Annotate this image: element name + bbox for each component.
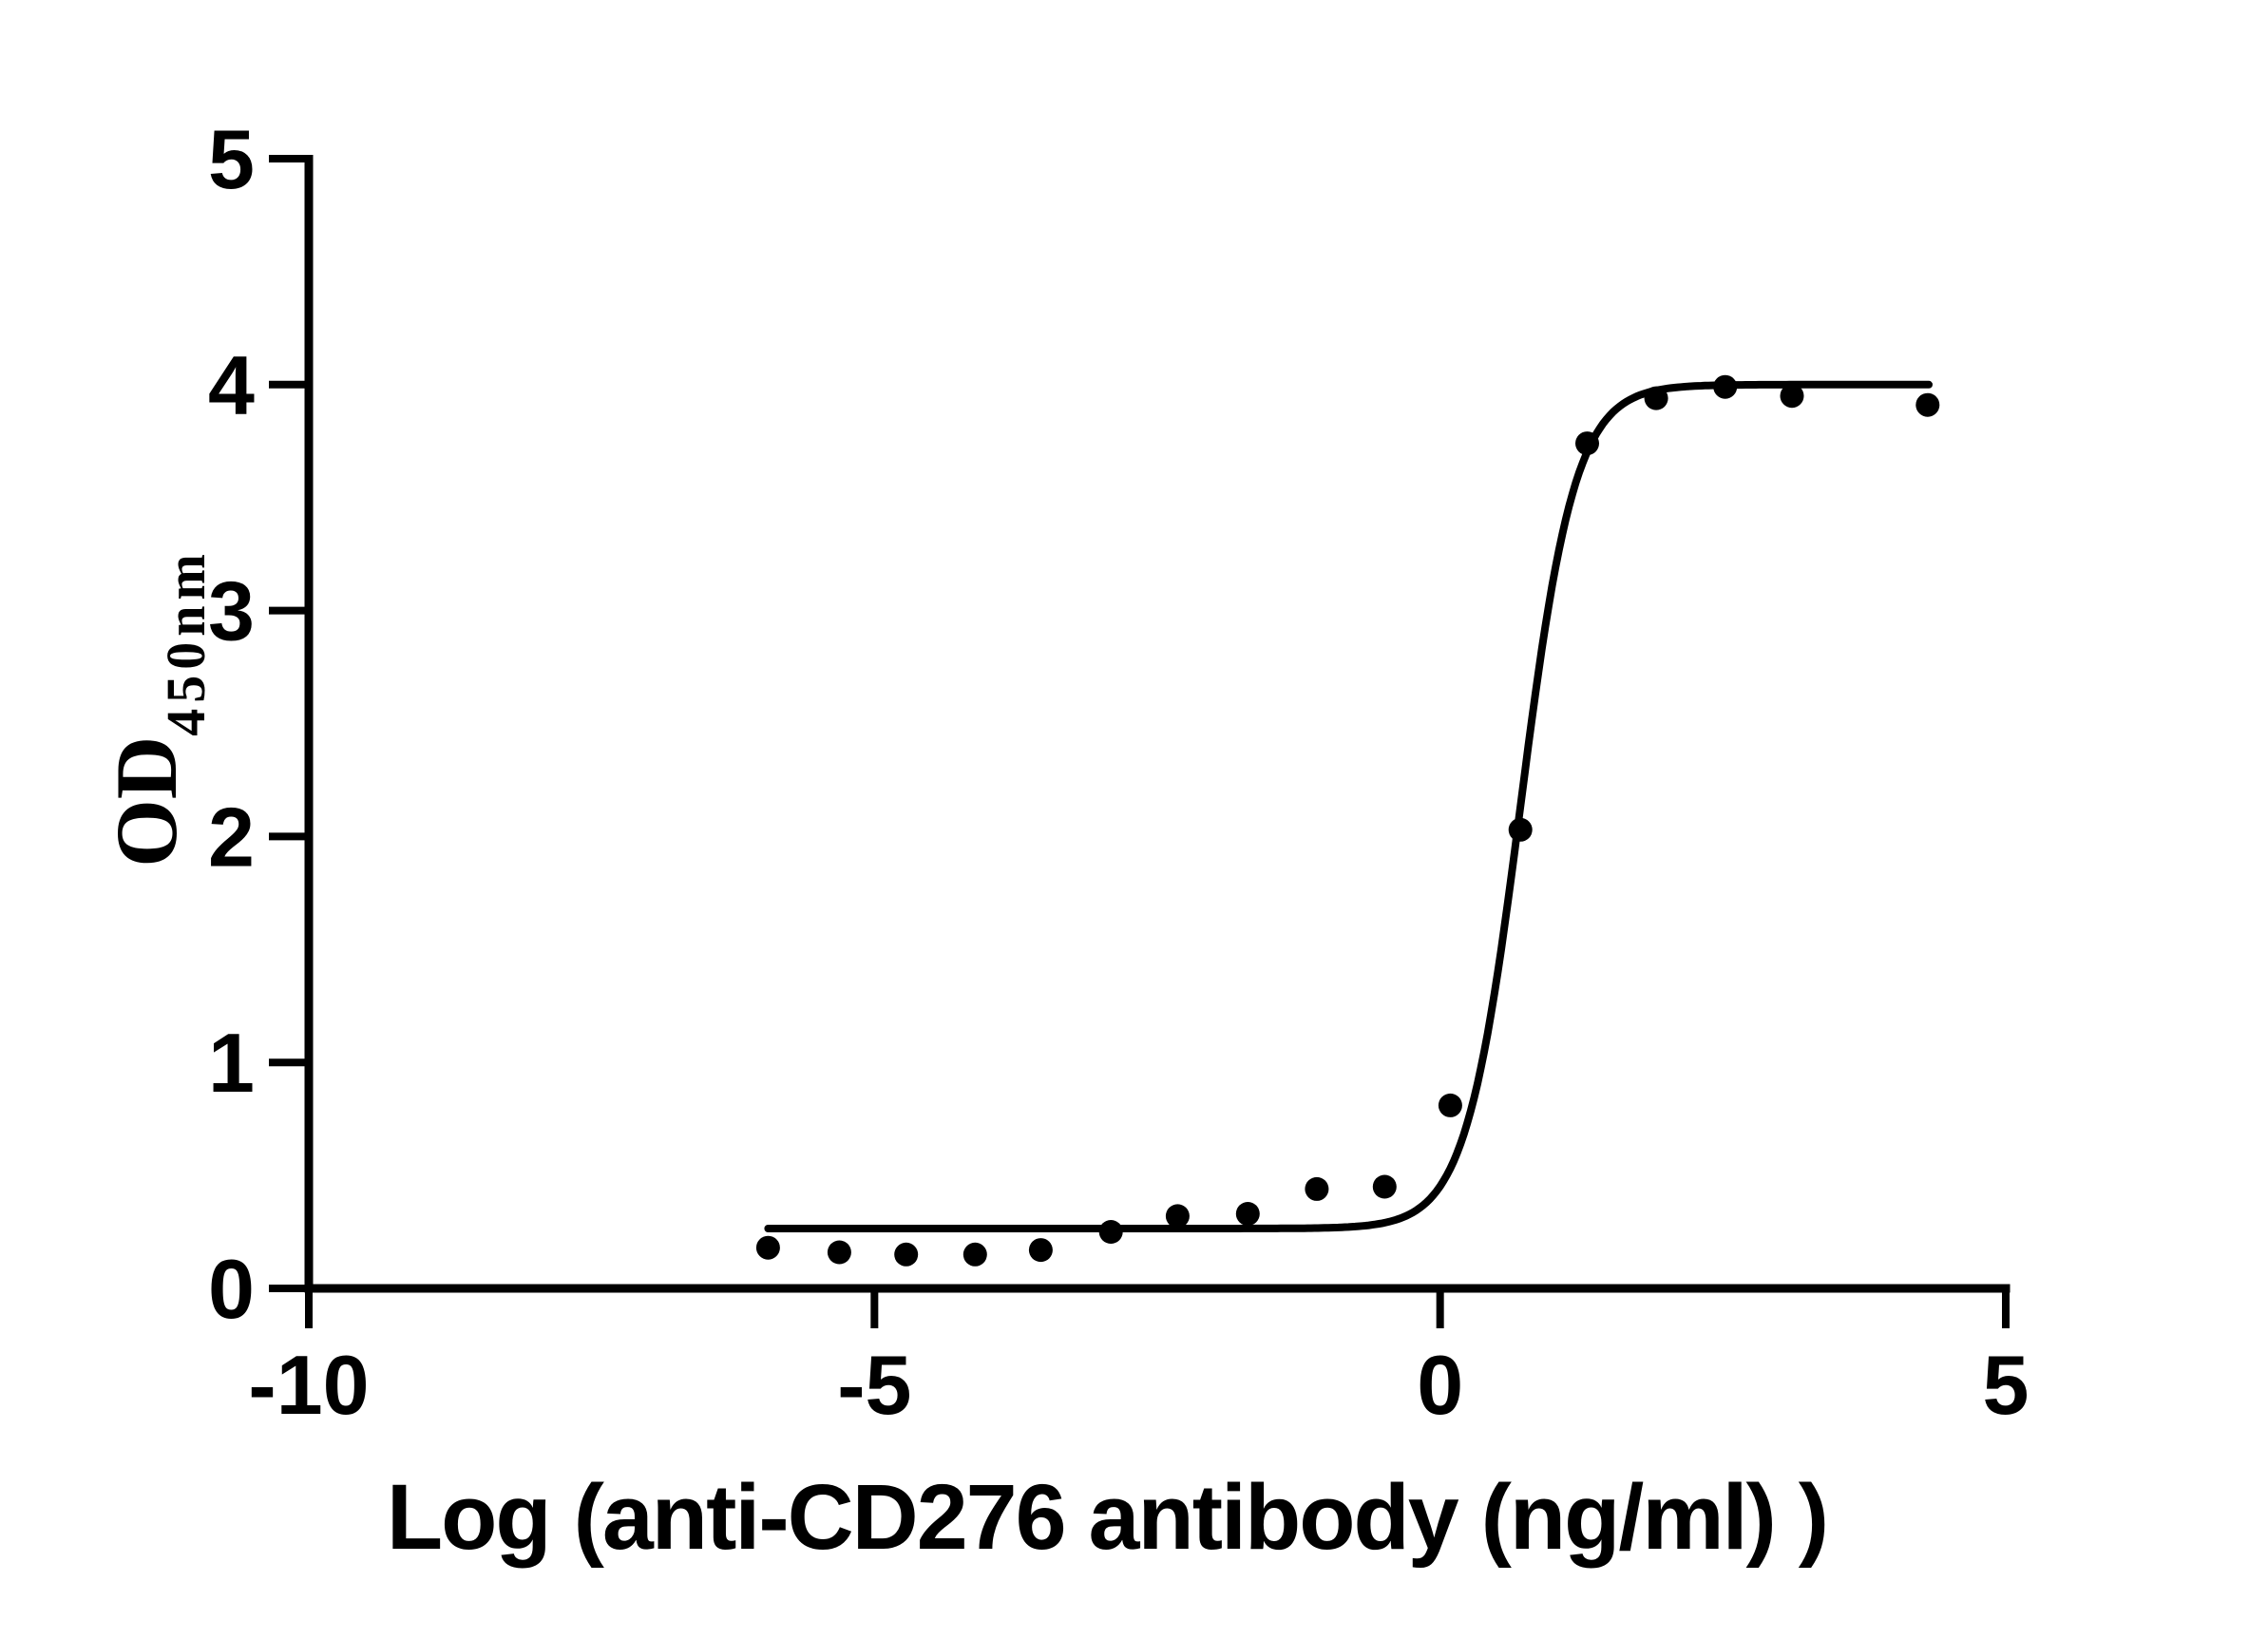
y-tick-label: 0 xyxy=(208,1242,255,1336)
data-point xyxy=(1644,386,1668,410)
data-point xyxy=(1235,1202,1260,1226)
y-axis-title: OD450nm xyxy=(98,548,217,867)
data-point xyxy=(1575,431,1599,456)
data-point xyxy=(1028,1238,1053,1263)
data-point xyxy=(1438,1093,1462,1117)
fit-curve-path xyxy=(764,380,1933,1232)
x-tick-label: -5 xyxy=(837,1338,911,1432)
y-axis-title-base: OD xyxy=(98,736,195,867)
x-axis-title: Log (anti-CD276 antibody (ng/ml) ) xyxy=(387,1465,1827,1569)
data-point xyxy=(1713,374,1738,399)
data-point xyxy=(1305,1176,1329,1201)
data-point xyxy=(1098,1220,1123,1244)
data-point xyxy=(894,1242,919,1267)
y-tick-label: 1 xyxy=(208,1016,255,1110)
data-points xyxy=(755,374,1940,1267)
data-point xyxy=(1780,384,1804,409)
plot-area: 0 1 2 3 4 5 -10 -5 0 5 xyxy=(208,112,2029,1432)
x-axis-ticks: -10 -5 0 5 xyxy=(248,1288,2029,1432)
fitted-curve xyxy=(764,380,1933,1232)
y-tick-label: 5 xyxy=(208,112,255,206)
x-tick-label: 5 xyxy=(1983,1338,2030,1432)
data-point xyxy=(827,1240,851,1265)
y-axis-title-subscript: 450nm xyxy=(155,548,217,736)
y-tick-label: 3 xyxy=(208,564,255,658)
data-point xyxy=(1915,392,1940,417)
x-tick-label: -10 xyxy=(248,1338,369,1432)
data-point xyxy=(1165,1204,1190,1229)
y-tick-label: 2 xyxy=(208,790,255,884)
y-axis-ticks: 0 1 2 3 4 5 xyxy=(208,112,309,1336)
data-point xyxy=(755,1235,780,1260)
data-point xyxy=(962,1242,987,1267)
y-tick-label: 4 xyxy=(208,338,255,432)
data-point xyxy=(1372,1174,1397,1199)
x-tick-label: 0 xyxy=(1417,1338,1463,1432)
data-point xyxy=(1508,817,1533,842)
